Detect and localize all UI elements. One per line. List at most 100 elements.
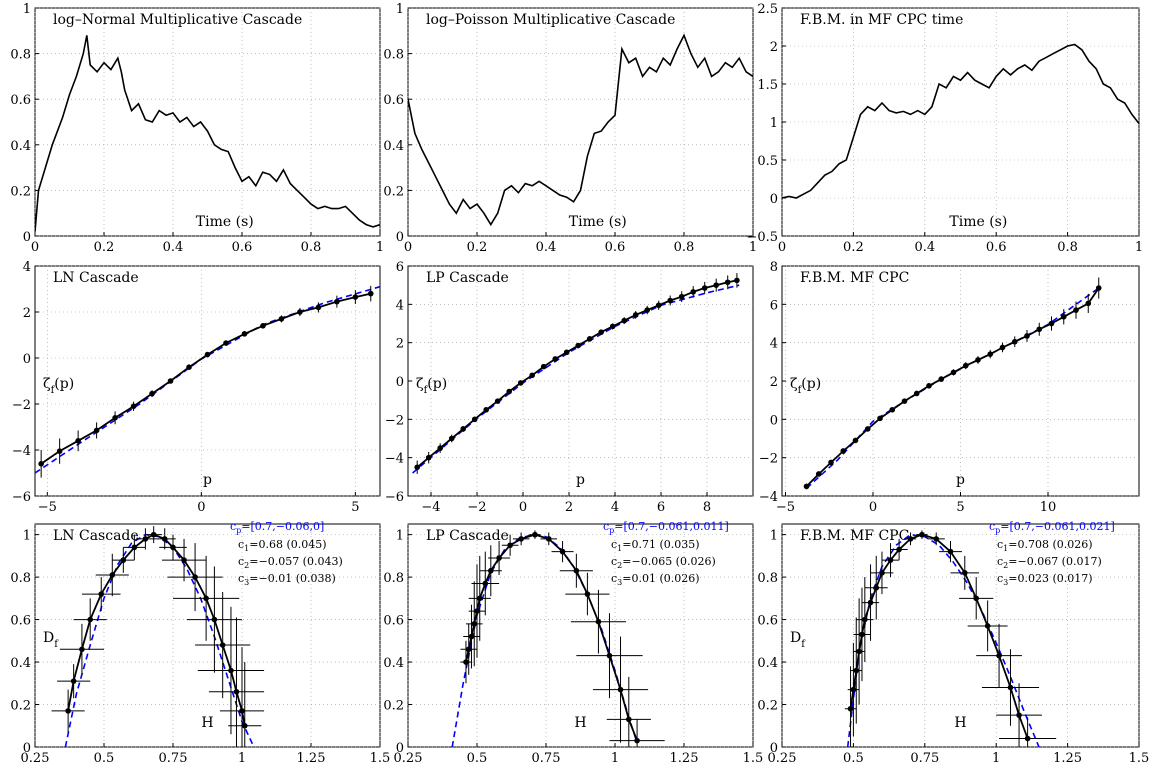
data-point — [961, 570, 968, 576]
data-point — [241, 722, 248, 729]
x-tick-label: 1.25 — [670, 751, 699, 766]
x-tick-label: 1 — [749, 240, 757, 255]
y-tick-label: 1 — [770, 116, 778, 131]
data-point — [529, 372, 535, 379]
x-tick-label: 1.5 — [370, 751, 391, 766]
data-point — [634, 737, 640, 744]
data-point — [506, 388, 512, 395]
data-point — [545, 536, 552, 542]
data-point — [926, 382, 932, 389]
data-point — [98, 591, 105, 597]
x-tick-label: 1.25 — [1053, 751, 1082, 766]
data-point — [1095, 285, 1102, 291]
data-point — [879, 570, 885, 576]
axes-frame — [781, 7, 1140, 237]
x-tick-label: 1.25 — [297, 751, 326, 766]
panel-title: log–Normal Multiplicative Cascade — [53, 12, 302, 28]
data-point — [573, 567, 580, 574]
x-tick-label: 0.75 — [159, 751, 188, 766]
data-point — [859, 631, 865, 638]
data-point — [93, 427, 100, 434]
data-point — [120, 557, 127, 563]
data-point — [334, 298, 340, 305]
data-point — [38, 461, 44, 467]
panel-title: LN Cascade — [53, 270, 139, 286]
data-point — [913, 390, 920, 397]
x-axis-label: H — [574, 715, 586, 731]
x-axis-label: H — [954, 715, 966, 731]
data-point — [575, 342, 581, 349]
y-tick-label: 4 — [23, 260, 31, 275]
series-line — [782, 43, 1139, 199]
axes-frame — [34, 265, 381, 497]
y-tick-label: 0.8 — [383, 571, 404, 586]
plot-area — [408, 33, 753, 227]
data-point — [889, 406, 896, 413]
data-point — [233, 688, 240, 695]
y-tick-label: 6 — [770, 298, 778, 313]
y-tick-label: 0 — [770, 741, 778, 756]
coefficient-label: c3=0.01 (0.026) — [611, 572, 700, 587]
coefficient-label: c2=−0.067 (0.017) — [997, 555, 1102, 570]
y-tick-label: 0 — [23, 230, 31, 245]
data-point — [701, 285, 708, 291]
y-tick-label: −4 — [12, 444, 31, 459]
data-point — [984, 623, 991, 629]
data-point — [896, 546, 902, 553]
fit-curve — [451, 533, 638, 747]
data-point — [1024, 735, 1031, 742]
y-tick-label: 1 — [396, 529, 404, 544]
data-point — [204, 351, 211, 358]
data-point — [517, 380, 524, 386]
data-point — [130, 403, 137, 410]
y-tick-label: 1 — [23, 2, 31, 17]
data-point — [414, 464, 421, 471]
data-point — [667, 297, 673, 304]
x-tick-label: 0.5 — [467, 751, 488, 766]
x-tick-label: 0.6 — [986, 240, 1007, 255]
data-point — [352, 294, 359, 300]
data-point — [803, 483, 810, 490]
x-tick-label: 0.8 — [301, 240, 322, 255]
data-point — [109, 572, 116, 578]
panel-title: LP Cascade — [426, 270, 509, 286]
data-point — [149, 390, 155, 397]
y-tick-label: 0 — [23, 352, 31, 367]
data-point — [678, 293, 685, 300]
data-point — [150, 531, 157, 538]
y-tick-label: 0.4 — [757, 656, 778, 671]
x-axis-label: H — [201, 715, 213, 731]
data-point — [862, 616, 868, 623]
y-tick-label: 0.2 — [10, 699, 31, 714]
data-point — [211, 616, 218, 623]
panel-p2: 0 0.2 0.4 0.6 0.8 1 0 0.2 0.4 0.6 0.8 1 log–Poisson … — [383, 2, 757, 255]
y-axis-label: Df — [43, 630, 59, 650]
panel-p6: −5 0 5 10 −4 −2 0 2 4 6 8 F.B.M. MF CPC p ζf(p) — [759, 260, 1140, 515]
y-tick-label: 0.6 — [10, 93, 31, 108]
data-point — [626, 716, 632, 723]
coefficient-label: c3=0.023 (0.017) — [997, 572, 1093, 587]
data-point — [278, 316, 285, 322]
panel-p7: 0.25 0.5 0.75 1 1.25 1.5 0 0.2 0.4 0.6 0.8 1 LN Casc… — [10, 520, 391, 766]
data-point — [465, 646, 472, 653]
plot-area — [782, 43, 1139, 199]
plot-area — [412, 273, 740, 474]
y-tick-label: 0 — [396, 375, 404, 390]
x-axis-label: Time (s) — [949, 214, 1007, 230]
series-line — [408, 33, 753, 227]
x-tick-label: 0.8 — [674, 240, 695, 255]
data-point — [488, 567, 494, 574]
data-point — [1024, 333, 1030, 339]
x-tick-label: 0.25 — [21, 751, 50, 766]
x-tick-label: 0 — [519, 500, 527, 515]
data-point — [79, 646, 85, 653]
y-tick-label: 0.4 — [10, 656, 31, 671]
data-point — [907, 536, 914, 542]
y-tick-label: 0 — [770, 413, 778, 428]
data-point — [112, 415, 118, 421]
data-point — [239, 708, 245, 714]
x-tick-label: 1 — [1135, 240, 1143, 255]
coefficient-label: c1=0.68 (0.045) — [238, 538, 327, 553]
coefficient-label: c3=−0.01 (0.038) — [238, 572, 336, 587]
y-tick-label: 0.2 — [383, 699, 404, 714]
